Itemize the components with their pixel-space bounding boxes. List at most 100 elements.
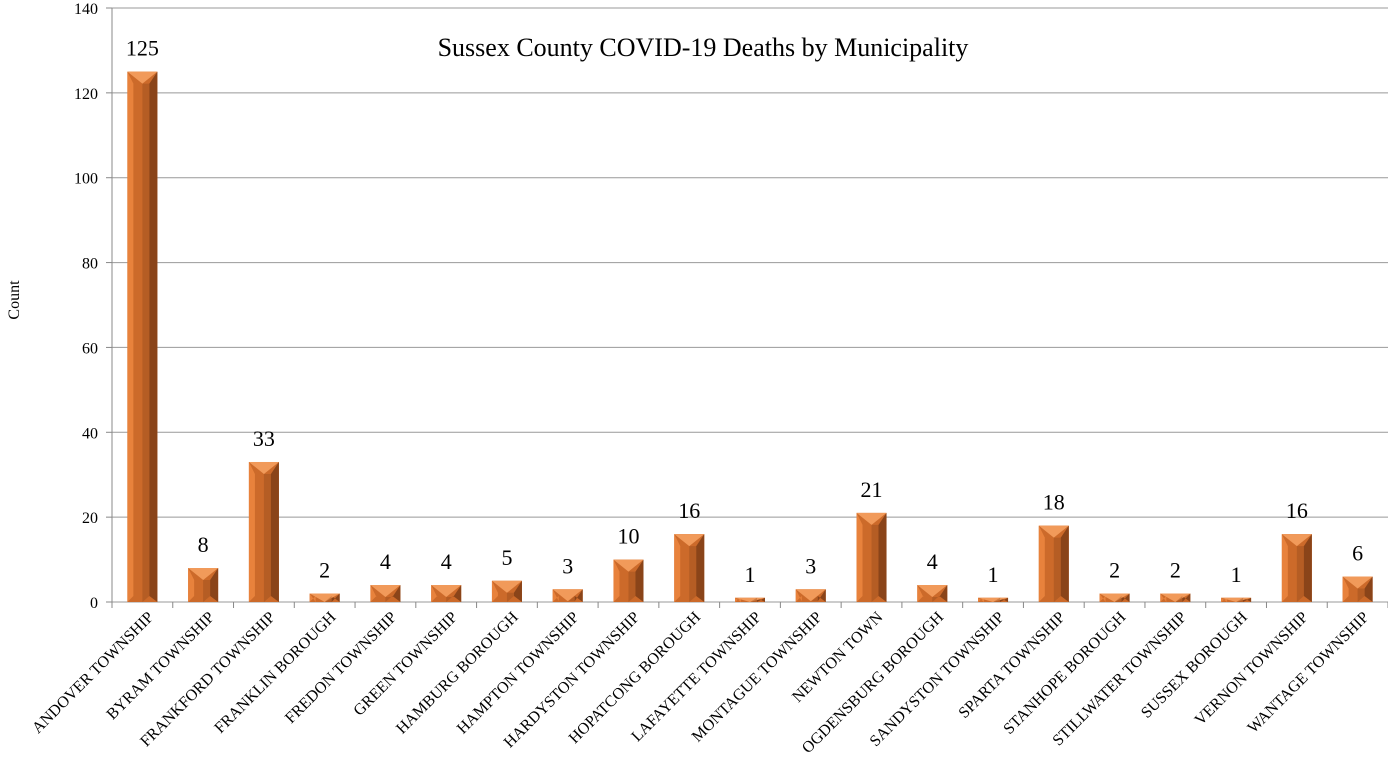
bar-shade (263, 473, 271, 602)
bar-shade (203, 580, 211, 602)
bar-bevel-left (309, 593, 316, 602)
data-label: 1 (1231, 562, 1242, 587)
bar-bevel-right (696, 534, 705, 602)
data-label: 4 (380, 549, 391, 574)
y-tick-label: 100 (74, 171, 98, 188)
bar-bevel-top (1281, 534, 1312, 547)
y-axis-title: Count (6, 280, 23, 320)
data-label: 6 (1352, 541, 1363, 566)
bar-bevel-top (248, 461, 279, 474)
x-tick-label: HAMPTON TOWNSHIP (454, 609, 583, 738)
bar-bevel-left (1099, 593, 1106, 602)
bar-bevel-left (795, 589, 802, 602)
bar (613, 559, 644, 602)
bar-bevel-top (1342, 576, 1373, 589)
bar-bevel-top (370, 585, 401, 598)
data-label: 3 (805, 553, 816, 578)
bar-bevel-top (1160, 593, 1191, 602)
bar-bevel-left (1281, 534, 1288, 602)
bar-bevel-top (431, 585, 462, 598)
bar-bevel-left (491, 580, 498, 602)
bar-bevel-top (917, 585, 948, 598)
data-label: 3 (562, 553, 573, 578)
data-label: 125 (126, 36, 159, 61)
x-tick-label: FREDON TOWNSHIP (282, 609, 400, 727)
bar-bevel-right (1182, 593, 1191, 602)
bar-bevel-right (210, 568, 219, 602)
bar-bevel-right (1364, 576, 1373, 602)
bar-shade (506, 592, 514, 602)
y-tick-label: 0 (90, 595, 98, 612)
bar (309, 593, 340, 602)
x-tick-label: SPARTA TOWNSHIP (956, 609, 1069, 722)
data-label: 2 (1109, 558, 1120, 583)
data-label: 2 (319, 558, 330, 583)
bar-bevel-top (735, 597, 765, 602)
y-tick-label: 80 (82, 256, 98, 273)
bar-bevel-top (491, 580, 522, 593)
data-label: 21 (861, 477, 883, 502)
y-tick-label: 40 (82, 425, 98, 442)
bar-bevel-left (370, 585, 377, 602)
bar (1221, 597, 1252, 602)
bar (795, 589, 826, 602)
bar-bevel-right (392, 585, 401, 602)
bar (188, 568, 219, 602)
bar-bevel-right (939, 585, 948, 602)
bar-bevel-right (635, 559, 644, 602)
bar-bevel-left (188, 568, 195, 602)
bar (1160, 593, 1191, 602)
bar (1099, 593, 1130, 602)
bar-shade (567, 596, 575, 602)
bar-bevel-right (331, 593, 340, 602)
x-tick-label: FRANKLIN BOROUGH (211, 608, 339, 736)
bar-shade (750, 597, 757, 602)
data-label: 4 (927, 549, 938, 574)
data-label: 1 (988, 562, 999, 587)
bar-bevel-left (431, 585, 438, 602)
bar-bevel-top (188, 568, 219, 581)
bar (370, 585, 401, 602)
bar (1281, 534, 1312, 602)
bar-shade (1114, 596, 1122, 602)
bar-bevel-top (127, 71, 158, 84)
bar-bevel-left (127, 71, 134, 602)
bar (248, 461, 279, 602)
bar-shade (689, 546, 697, 602)
gridlines (106, 7, 1388, 608)
bar (127, 71, 158, 602)
chart-title: Sussex County COVID-19 Deaths by Municip… (438, 33, 969, 62)
bar (491, 580, 522, 602)
data-label: 2 (1170, 558, 1181, 583)
bar (552, 589, 583, 602)
bar-shade (810, 596, 818, 602)
bar-bevel-right (878, 512, 887, 602)
bar-bevel-right (1121, 593, 1130, 602)
bar (856, 512, 887, 602)
bar-bevel-right (453, 585, 462, 602)
bar-shade (1357, 588, 1365, 602)
bar-shade (385, 596, 393, 602)
bar-bevel-left (613, 559, 620, 602)
data-label: 33 (253, 426, 275, 451)
bar-shade (1175, 596, 1183, 602)
data-label: 4 (441, 549, 452, 574)
y-tick-label: 20 (82, 510, 98, 527)
bar-bevel-left (248, 461, 255, 602)
data-label: 16 (678, 498, 700, 523)
bar-bevel-left (1038, 525, 1045, 602)
bar-bevel-left (1342, 576, 1349, 602)
data-label: 10 (617, 524, 639, 549)
bar-shade (1296, 546, 1304, 602)
bar (1342, 576, 1373, 602)
bar-shade (446, 596, 454, 602)
x-tick-label: ANDOVER TOWNSHIP (29, 609, 157, 737)
y-tick-label: 140 (74, 1, 98, 18)
bar-bevel-top (552, 589, 583, 602)
data-label: 16 (1286, 498, 1308, 523)
x-tick-label: GREEN TOWNSHIP (350, 609, 461, 720)
bar-bevel-top (674, 534, 705, 547)
data-label: 5 (501, 545, 512, 570)
